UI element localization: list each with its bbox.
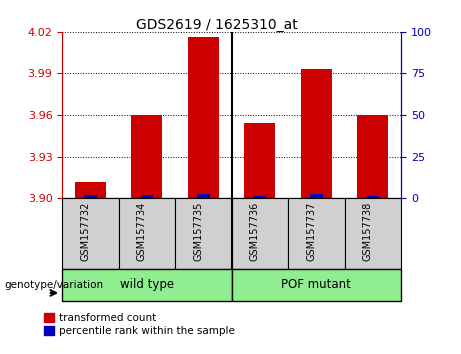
Bar — [357, 115, 388, 198]
Bar — [254, 196, 266, 198]
Bar — [188, 38, 219, 198]
Bar — [175, 198, 231, 269]
Bar — [62, 198, 118, 269]
Bar — [310, 194, 323, 198]
Text: GSM157737: GSM157737 — [307, 202, 316, 261]
Bar — [141, 195, 153, 198]
Bar — [62, 269, 231, 301]
Bar — [75, 182, 106, 198]
Text: wild type: wild type — [120, 279, 174, 291]
Text: genotype/variation: genotype/variation — [5, 280, 104, 290]
Bar — [288, 198, 344, 269]
Text: GSM157735: GSM157735 — [194, 202, 203, 261]
Legend: transformed count, percentile rank within the sample: transformed count, percentile rank withi… — [44, 313, 235, 336]
Bar — [197, 194, 210, 198]
Text: GSM157738: GSM157738 — [363, 202, 373, 261]
Bar — [131, 115, 162, 198]
Text: POF mutant: POF mutant — [281, 279, 351, 291]
Bar — [118, 198, 175, 269]
Bar — [244, 123, 275, 198]
Bar — [366, 196, 379, 198]
Text: GSM157736: GSM157736 — [250, 202, 260, 261]
Bar — [231, 198, 288, 269]
Text: GDS2619 / 1625310_at: GDS2619 / 1625310_at — [136, 18, 297, 32]
Text: GSM157734: GSM157734 — [137, 202, 147, 261]
Bar — [84, 195, 97, 198]
Bar — [344, 198, 401, 269]
Bar — [231, 269, 401, 301]
Text: GSM157732: GSM157732 — [81, 202, 90, 261]
Bar — [301, 69, 332, 198]
